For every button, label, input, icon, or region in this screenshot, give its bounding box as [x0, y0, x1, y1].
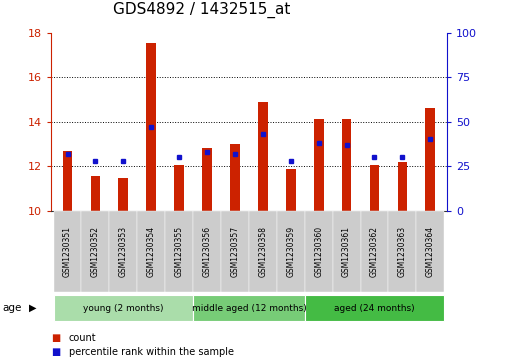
- Bar: [258, 102, 268, 211]
- Text: GSM1230361: GSM1230361: [342, 226, 351, 277]
- Text: GSM1230357: GSM1230357: [231, 226, 239, 277]
- Text: GSM1230358: GSM1230358: [259, 226, 267, 277]
- Text: middle aged (12 months): middle aged (12 months): [192, 304, 306, 313]
- Bar: [174, 165, 184, 211]
- Text: GSM1230360: GSM1230360: [314, 226, 323, 277]
- Bar: [230, 144, 240, 211]
- Text: ▶: ▶: [29, 303, 37, 313]
- Text: young (2 months): young (2 months): [83, 304, 164, 313]
- Text: count: count: [69, 333, 96, 343]
- Bar: [397, 162, 407, 211]
- Text: GSM1230355: GSM1230355: [175, 226, 184, 277]
- Text: age: age: [3, 303, 22, 313]
- Text: GSM1230356: GSM1230356: [203, 226, 211, 277]
- Bar: [62, 151, 73, 211]
- Bar: [286, 170, 296, 211]
- Text: aged (24 months): aged (24 months): [334, 304, 415, 313]
- Bar: [146, 43, 156, 211]
- Text: GSM1230354: GSM1230354: [147, 226, 156, 277]
- Bar: [370, 165, 379, 211]
- Bar: [314, 119, 324, 211]
- Text: GSM1230359: GSM1230359: [287, 226, 295, 277]
- Text: ■: ■: [51, 347, 60, 357]
- Text: GSM1230353: GSM1230353: [119, 226, 128, 277]
- Bar: [425, 108, 435, 211]
- Text: GSM1230364: GSM1230364: [426, 226, 435, 277]
- Bar: [342, 119, 352, 211]
- Text: ■: ■: [51, 333, 60, 343]
- Bar: [118, 178, 128, 211]
- Text: GSM1230352: GSM1230352: [91, 226, 100, 277]
- Bar: [90, 176, 100, 211]
- Text: percentile rank within the sample: percentile rank within the sample: [69, 347, 234, 357]
- Text: GSM1230362: GSM1230362: [370, 226, 379, 277]
- Text: GDS4892 / 1432515_at: GDS4892 / 1432515_at: [113, 2, 290, 18]
- Text: GSM1230351: GSM1230351: [63, 226, 72, 277]
- Text: GSM1230363: GSM1230363: [398, 226, 407, 277]
- Bar: [202, 148, 212, 211]
